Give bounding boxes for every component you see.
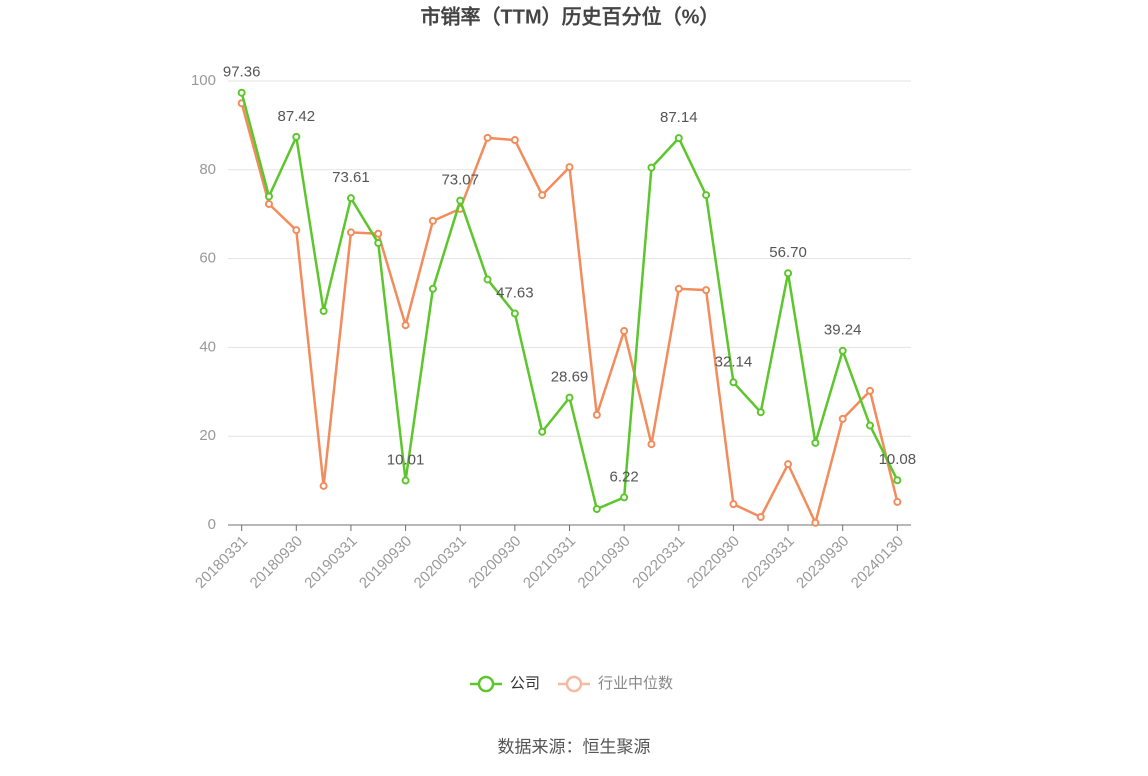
x-tick-label: 20240130 [848,533,907,592]
point [346,228,355,237]
y-tick-label: 100 [191,72,216,89]
point [565,163,574,172]
point [756,513,765,522]
point [729,500,738,509]
data-label: 73.61 [332,169,370,186]
point [620,326,629,335]
x-tick-label: 20210930 [575,533,634,592]
point [784,269,793,278]
data-label: 47.63 [496,284,534,301]
point [346,194,355,203]
point [264,192,273,201]
legend-label: 行业中位数 [598,675,673,692]
x-tick-label: 20190930 [356,533,415,592]
legend-swatch-marker [477,675,495,693]
point [374,229,383,238]
data-label: 10.01 [387,452,425,469]
point [674,134,683,143]
data-label: 56.70 [769,244,807,261]
y-tick-label: 20 [199,427,216,444]
point [893,476,902,485]
point [866,421,875,430]
source-note: 数据来源：恒生聚源 [498,737,651,756]
point [319,306,328,315]
legend-label: 公司 [510,675,540,692]
point [401,321,410,330]
x-tick-label: 20190331 [301,533,360,592]
point [237,88,246,97]
legend-swatch-marker [565,675,583,693]
point [647,163,656,172]
x-tick-label: 20210331 [520,533,579,592]
data-label: 87.42 [278,108,316,125]
series-line [240,92,899,511]
legend-item[interactable]: 公司 [470,675,540,693]
data-label: 32.14 [715,353,753,370]
point [702,191,711,200]
data-label: 10.08 [879,451,917,468]
point [838,346,847,355]
point [264,199,273,208]
point [428,216,437,225]
legend-item[interactable]: 行业中位数 [558,675,673,693]
point [401,476,410,485]
data-label: 39.24 [824,322,862,339]
data-label: 87.14 [660,109,698,126]
point [538,191,547,200]
point [702,286,711,295]
point [620,493,629,502]
point [483,133,492,142]
point [647,440,656,449]
point [784,460,793,469]
y-tick-label: 40 [199,338,216,355]
data-label: 97.36 [223,64,261,81]
point [456,196,465,205]
x-tick-label: 20220930 [684,533,743,592]
data-label: 6.22 [610,468,639,485]
point [838,414,847,423]
point [565,393,574,402]
point [756,408,765,417]
point [811,518,820,527]
point [811,438,820,447]
point [292,132,301,141]
point [592,410,601,419]
point [510,136,519,145]
x-tick-label: 20230331 [738,533,797,592]
point [319,481,328,490]
y-tick-label: 80 [199,161,216,178]
point [893,497,902,506]
x-tick-label: 20230930 [793,533,852,592]
point [674,284,683,293]
x-tick-label: 20200331 [411,533,470,592]
x-tick-label: 20180331 [192,533,251,592]
chart-title: 市销率（TTM）历史百分位（%） [421,4,720,28]
data-label: 28.69 [551,369,589,386]
point [538,427,547,436]
point [292,226,301,235]
point [729,378,738,387]
point [592,505,601,514]
point [866,386,875,395]
y-tick-label: 60 [199,250,216,267]
x-tick-label: 20180930 [247,533,306,592]
data-label: 73.07 [441,172,479,189]
y-tick-label: 0 [208,516,216,533]
x-tick-label: 20200930 [465,533,524,592]
point [483,275,492,284]
x-tick-label: 20220331 [629,533,688,592]
point [428,284,437,293]
point [510,309,519,318]
point [374,239,383,248]
